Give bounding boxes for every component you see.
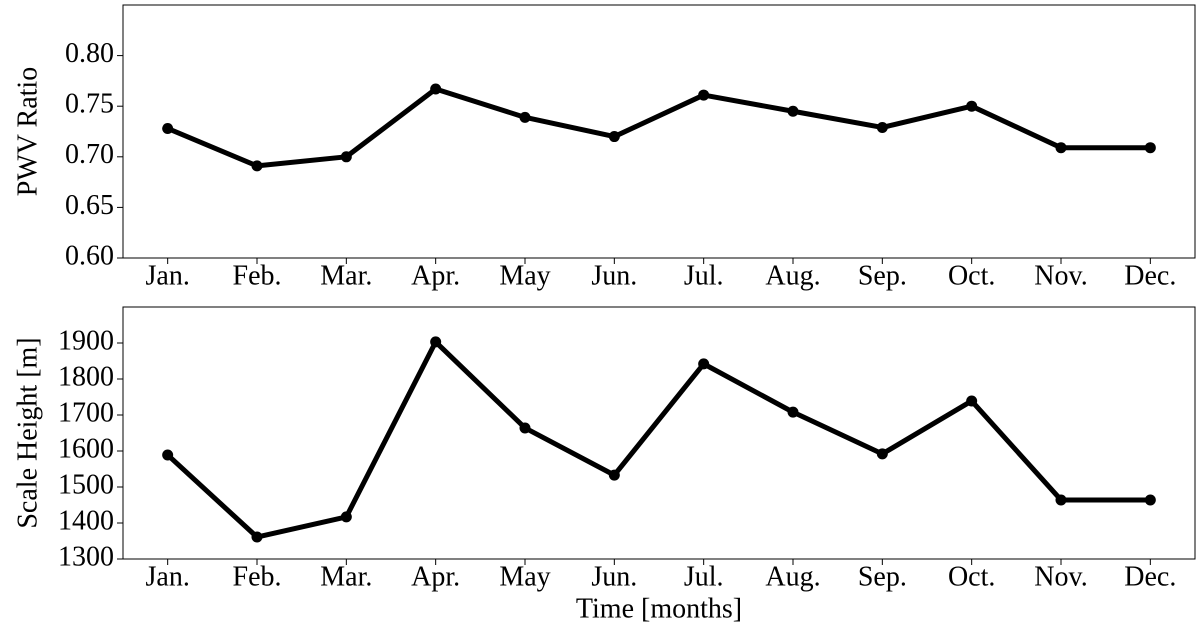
x-tick-label: Jan.: [146, 260, 190, 291]
data-point: [1055, 494, 1067, 506]
plot-frame: [122, 306, 1196, 560]
x-tick-label: Oct.: [948, 561, 995, 592]
x-tick-label: Jun.: [591, 260, 637, 291]
plot-frame: [122, 4, 1196, 259]
x-tick-label: Oct.: [948, 260, 995, 291]
data-point: [519, 422, 531, 434]
data-line: [166, 86, 1151, 169]
data-point: [1055, 142, 1067, 154]
y-axis-label: PWV Ratio: [12, 67, 43, 196]
x-tick-label: Aug.: [765, 260, 820, 291]
y-tick-label: 1700: [58, 397, 114, 428]
y-tick-label: 1400: [58, 505, 114, 536]
data-point: [876, 448, 888, 460]
data-point: [876, 121, 888, 133]
x-tick-label: Dec.: [1124, 561, 1176, 592]
x-tick-label: Jul.: [684, 561, 724, 592]
data-point: [1144, 142, 1156, 154]
data-point: [430, 83, 442, 95]
x-tick-label: May: [499, 561, 550, 592]
x-tick-label: Jun.: [591, 561, 637, 592]
x-tick-label: Jul.: [684, 260, 724, 291]
y-tick-label: 1900: [58, 325, 114, 356]
x-tick-label: Apr.: [411, 561, 460, 592]
y-tick-label: 0.70: [65, 139, 114, 170]
data-point: [340, 151, 352, 163]
data-point: [519, 111, 531, 123]
data-point: [162, 122, 174, 134]
x-tick-label: Nov.: [1034, 260, 1087, 291]
data-point: [966, 100, 978, 112]
data-point: [787, 406, 799, 418]
data-point: [430, 336, 442, 348]
x-tick-label: Dec.: [1124, 260, 1176, 291]
data-point: [966, 395, 978, 407]
x-tick-label: Jan.: [146, 561, 190, 592]
x-tick-label: Feb.: [233, 561, 282, 592]
data-point: [698, 358, 710, 370]
y-tick-label: 0.80: [65, 38, 114, 69]
data-point: [162, 449, 174, 461]
x-tick-label: Sep.: [858, 561, 907, 592]
x-tick-label: Mar.: [320, 561, 372, 592]
data-line: [165, 339, 1151, 540]
y-tick-label: 1500: [58, 469, 114, 500]
data-point: [251, 160, 263, 172]
x-tick-label: Sep.: [858, 260, 907, 291]
x-axis-label: Time [months]: [576, 593, 742, 624]
data-point: [1144, 494, 1156, 506]
y-tick-label: 0.60: [65, 240, 114, 271]
y-tick-label: 1600: [58, 433, 114, 464]
y-axis-label: Scale Height [m]: [12, 337, 43, 528]
y-tick-label: 0.65: [65, 190, 114, 221]
y-tick-label: 0.75: [65, 89, 114, 120]
y-tick-label: 1300: [58, 541, 114, 572]
data-point: [608, 469, 620, 481]
x-tick-label: May: [499, 260, 550, 291]
x-tick-label: Feb.: [233, 260, 282, 291]
x-tick-label: Apr.: [411, 260, 460, 291]
data-point: [251, 531, 263, 543]
y-tick-label: 1800: [58, 361, 114, 392]
x-tick-label: Nov.: [1034, 561, 1087, 592]
data-point: [787, 105, 799, 117]
x-tick-label: Mar.: [320, 260, 372, 291]
data-point: [608, 131, 620, 143]
x-tick-label: Aug.: [765, 561, 820, 592]
data-point: [698, 89, 710, 101]
data-point: [340, 511, 352, 523]
